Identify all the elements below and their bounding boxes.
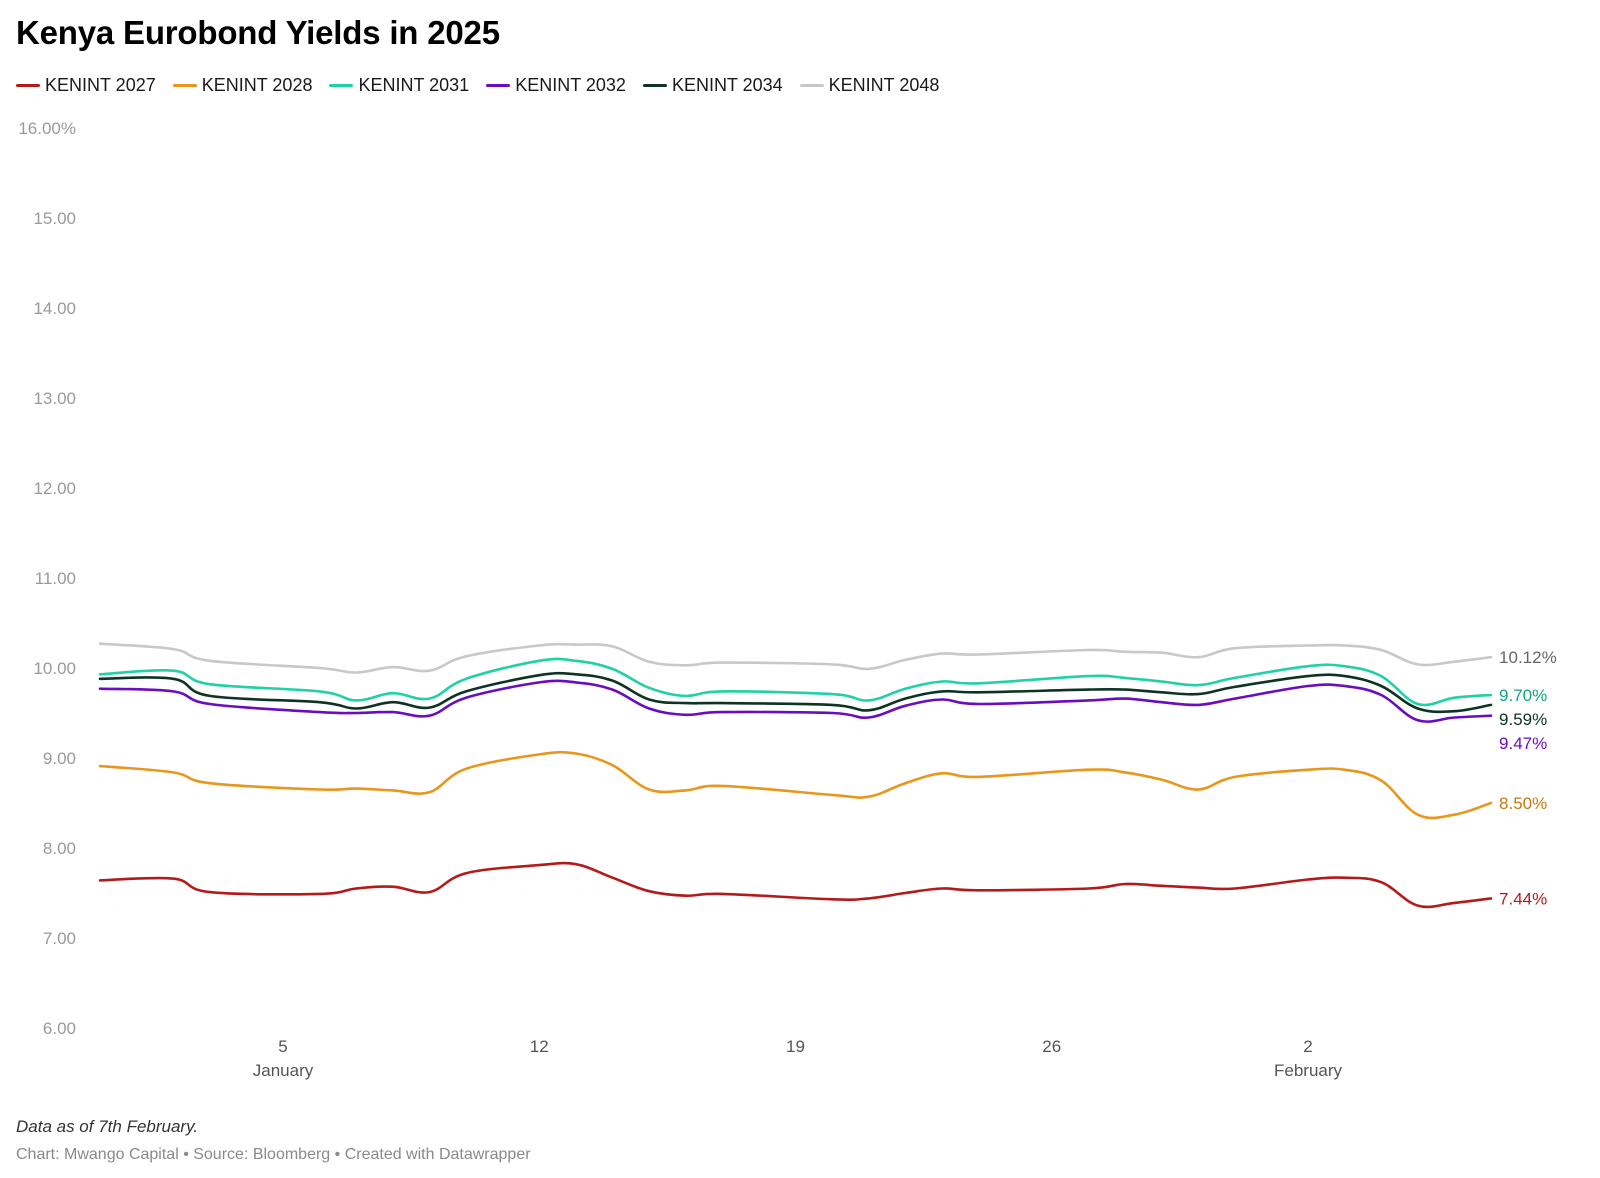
chart-title: Kenya Eurobond Yields in 2025 [16, 14, 500, 51]
end-value-label: 8.50% [1499, 794, 1547, 813]
legend-swatch [329, 83, 354, 87]
end-value-label: 9.59% [1499, 710, 1547, 729]
legend: KENINT 2027 KENINT 2028 KENINT 2031 KENINT … [16, 72, 956, 98]
x-tick-label: 26 [1042, 1037, 1061, 1056]
legend-swatch [172, 83, 197, 87]
series-line-kenint-2048 [98, 642, 1493, 674]
x-tick-month-label: February [1274, 1061, 1343, 1080]
series-line-kenint-2028 [98, 750, 1493, 820]
y-tick-label: 12.00 [33, 479, 76, 498]
legend-swatch [486, 83, 511, 87]
legend-label: KENINT 2027 [45, 74, 156, 95]
series-line-kenint-2031 [98, 657, 1493, 707]
legend-item: KENINT 2031 [329, 75, 469, 96]
series-line-kenint-2034 [98, 671, 1493, 714]
end-value-label: 7.44% [1499, 889, 1547, 908]
y-tick-label: 10.00 [33, 659, 76, 678]
y-tick-label: 9.00 [43, 749, 76, 768]
legend-label: KENINT 2032 [515, 74, 626, 95]
legend-label: KENINT 2034 [671, 74, 783, 95]
end-value-label: 10.12% [1499, 648, 1557, 667]
end-value-label: 9.70% [1499, 686, 1547, 705]
data-note: Data as of 7th February. [16, 1117, 199, 1136]
y-tick-label: 15.00 [33, 209, 76, 228]
y-tick-label: 16.00% [18, 119, 76, 138]
y-tick-label: 14.00 [33, 299, 76, 318]
series-line-kenint-2032 [98, 679, 1493, 723]
legend-item: KENINT 2027 [16, 75, 156, 96]
y-tick-label: 8.00 [43, 839, 76, 858]
chart-credit: Chart: Mwango Capital • Source: Bloomber… [16, 1146, 531, 1163]
legend-label: KENINT 2028 [201, 74, 313, 95]
x-tick-month-label: January [253, 1061, 314, 1080]
y-tick-label: 11.00 [35, 569, 76, 588]
legend-label: KENINT 2031 [358, 74, 470, 95]
legend-item: KENINT 2028 [172, 74, 313, 96]
series-line-kenint-2027 [98, 861, 1493, 909]
y-tick-label: 7.00 [43, 929, 76, 948]
legend-item: KENINT 2032 [486, 75, 626, 96]
y-tick-label: 13.00 [33, 389, 76, 408]
legend-swatch [799, 83, 824, 87]
legend-item: KENINT 2048 [799, 74, 940, 96]
x-tick-label: 2 [1303, 1037, 1312, 1056]
y-tick-label: 6.00 [43, 1019, 76, 1038]
legend-swatch [16, 83, 40, 87]
x-tick-label: 19 [786, 1037, 805, 1056]
x-tick-label: 5 [278, 1037, 287, 1056]
end-value-label: 9.47% [1499, 734, 1547, 753]
x-tick-label: 12 [530, 1037, 549, 1056]
legend-item: KENINT 2034 [642, 74, 783, 96]
legend-swatch [642, 83, 667, 87]
legend-label: KENINT 2048 [828, 74, 940, 95]
